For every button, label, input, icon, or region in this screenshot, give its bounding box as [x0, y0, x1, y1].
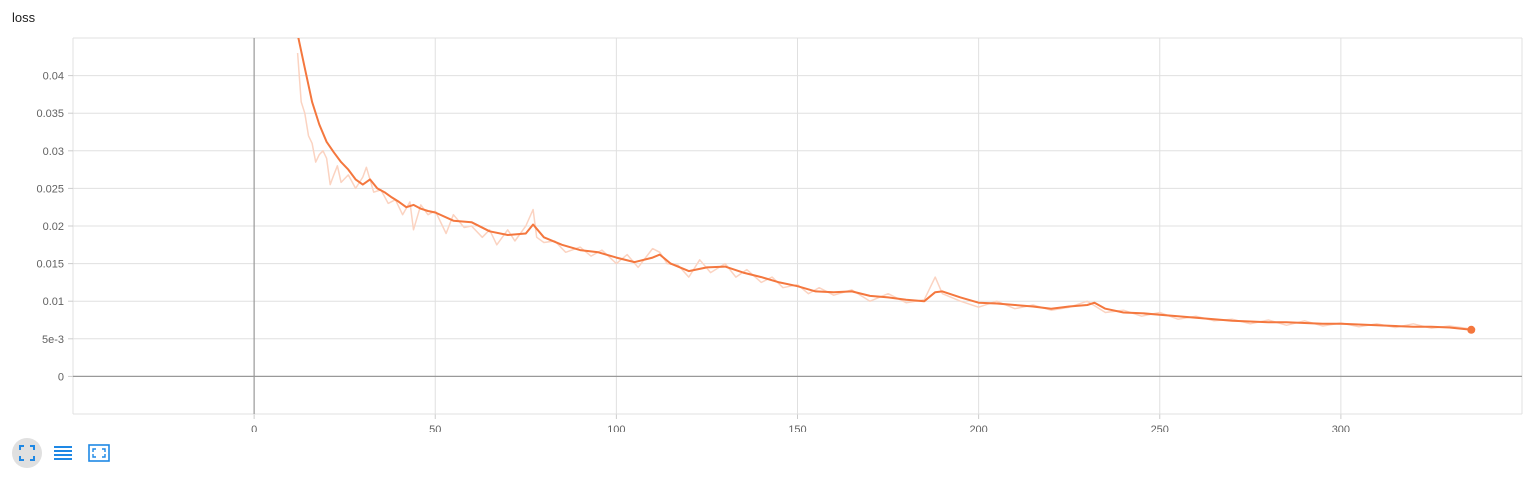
- y-tick-label: 5e-3: [42, 334, 64, 346]
- chart-series: [296, 38, 1472, 331]
- list-icon: [54, 446, 72, 460]
- fullscreen-icon: [19, 445, 35, 461]
- chart-axes: [73, 38, 1522, 414]
- y-tick-label: 0.03: [43, 146, 64, 158]
- fullscreen-button[interactable]: [12, 438, 42, 468]
- y-tick-label: 0.025: [36, 183, 64, 195]
- tick-labels: 0 50 100 150 200 250 300 0 5e-3 0.01 0.015 0.02 0.02…: [36, 71, 1350, 432]
- chart-toolbar: [12, 438, 114, 468]
- y-tick-label: 0.015: [36, 259, 64, 271]
- loss-chart: 0 50 100 150 200 250 300 0 5e-3 0.01 0.015 0.02 0.02…: [36, 37, 1523, 432]
- x-tick-label: 250: [1151, 424, 1169, 432]
- y-tick-label: 0: [58, 371, 64, 383]
- x-tick-label: 100: [607, 424, 625, 432]
- x-tick-label: 150: [788, 424, 806, 432]
- y-tick-label: 0.035: [36, 108, 64, 120]
- y-tick-label: 0.02: [43, 221, 64, 233]
- y-tick-label: 0.01: [43, 296, 64, 308]
- smoothed-loss-line: [297, 38, 1472, 331]
- chart-title: loss: [12, 10, 36, 25]
- chart-grid: [68, 37, 1523, 419]
- raw-loss-line: [296, 52, 1472, 330]
- x-tick-label: 0: [251, 424, 257, 432]
- toggle-y-log-button[interactable]: [48, 438, 78, 468]
- x-tick-label: 200: [969, 424, 987, 432]
- y-tick-label: 0.04: [43, 71, 64, 83]
- x-tick-label: 300: [1332, 424, 1350, 432]
- last-point-marker: [1467, 325, 1476, 334]
- x-tick-label: 50: [429, 424, 441, 432]
- fit-domain-button[interactable]: [84, 438, 114, 468]
- fit-domain-icon: [88, 444, 110, 462]
